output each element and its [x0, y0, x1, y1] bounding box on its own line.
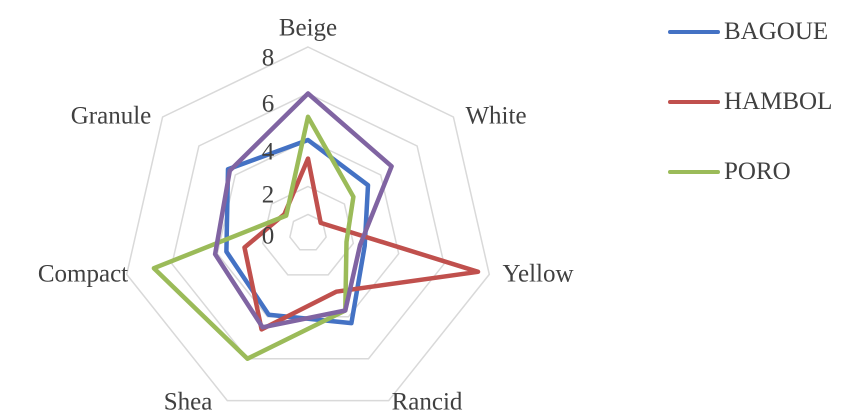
- grid-ring-3: [171, 92, 445, 360]
- series-line-poro: [151, 114, 356, 361]
- tick-label-4: 4: [262, 139, 275, 166]
- legend-label-poro: PORO: [724, 158, 791, 185]
- series-line-series-4: [212, 91, 394, 330]
- legend-swatch-bagoue: [668, 30, 720, 34]
- grid-ring-4: [125, 46, 491, 402]
- legend-item-bagoue: BAGOUE: [668, 14, 828, 50]
- tick-label-8: 8: [262, 45, 275, 72]
- radar-series: [151, 91, 481, 361]
- radar-grid: [125, 46, 491, 402]
- category-label-shea: Shea: [164, 389, 213, 413]
- category-label-yellow: Yellow: [502, 261, 573, 288]
- legend-item-hambol: HAMBOL: [668, 84, 832, 120]
- legend-swatch-hambol: [668, 100, 720, 104]
- legend-label-hambol: HAMBOL: [724, 88, 833, 115]
- tick-label-2: 2: [262, 182, 275, 209]
- tick-label-0: 0: [262, 223, 275, 250]
- category-label-granule: Granule: [71, 103, 152, 130]
- tick-label-6: 6: [262, 91, 275, 118]
- category-label-rancid: Rancid: [392, 389, 463, 413]
- category-label-compact: Compact: [38, 261, 128, 288]
- legend-item-poro: PORO: [668, 154, 791, 190]
- category-label-beige: Beige: [279, 15, 337, 42]
- grid-ring-1: [261, 185, 355, 276]
- category-label-white: White: [465, 103, 526, 130]
- legend-swatch-poro: [668, 170, 720, 174]
- legend-label-bagoue: BAGOUE: [724, 18, 829, 45]
